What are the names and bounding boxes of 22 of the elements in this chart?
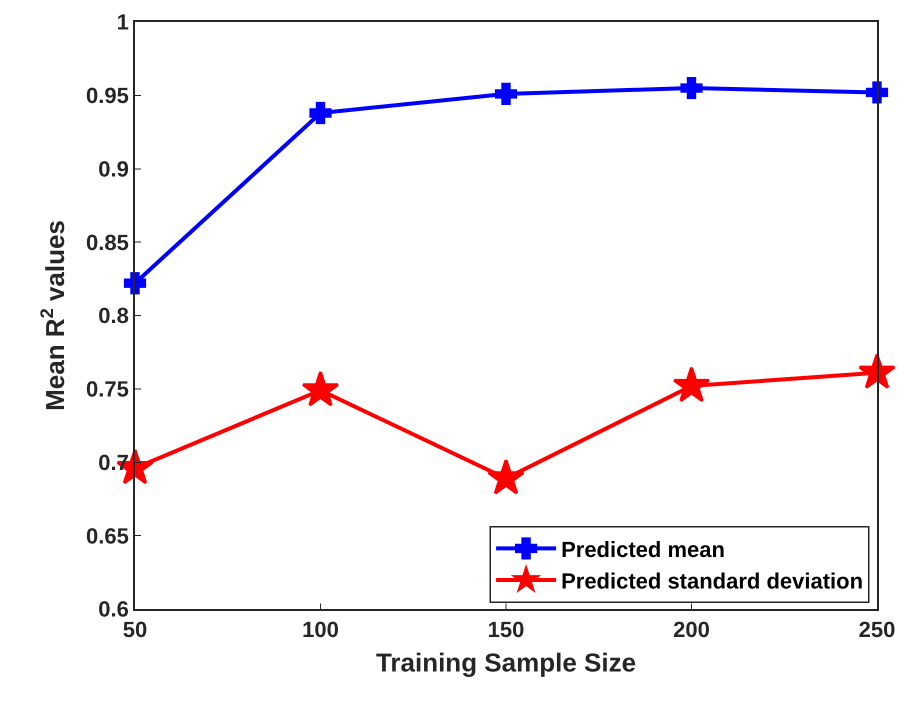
x-tick-label: 100 bbox=[302, 617, 339, 642]
y-tick-label: 0.65 bbox=[86, 523, 129, 548]
x-tick-label: 200 bbox=[673, 617, 710, 642]
x-tick-label: 250 bbox=[858, 617, 896, 642]
point bbox=[858, 353, 896, 389]
legend-label: Predicted standard deviation bbox=[561, 568, 864, 594]
point bbox=[672, 366, 710, 402]
point bbox=[302, 370, 340, 407]
x-axis-title: Training Sample Size bbox=[376, 647, 636, 678]
x-tick-label: 150 bbox=[488, 617, 524, 642]
y-tick-label: 1 bbox=[116, 10, 129, 35]
y-tick-label: 0.8 bbox=[98, 303, 129, 328]
y-tick-label: 0.95 bbox=[86, 83, 129, 108]
y-tick-label: 0.85 bbox=[86, 230, 129, 255]
y-tick-label: 0.7 bbox=[98, 450, 129, 475]
point bbox=[309, 102, 332, 124]
y-tick-label: 0.9 bbox=[98, 156, 129, 182]
point bbox=[680, 76, 703, 100]
point bbox=[487, 458, 525, 495]
legend-label: Predicted mean bbox=[561, 537, 725, 562]
y-tick-label: 0.75 bbox=[86, 376, 129, 402]
point bbox=[494, 82, 518, 106]
